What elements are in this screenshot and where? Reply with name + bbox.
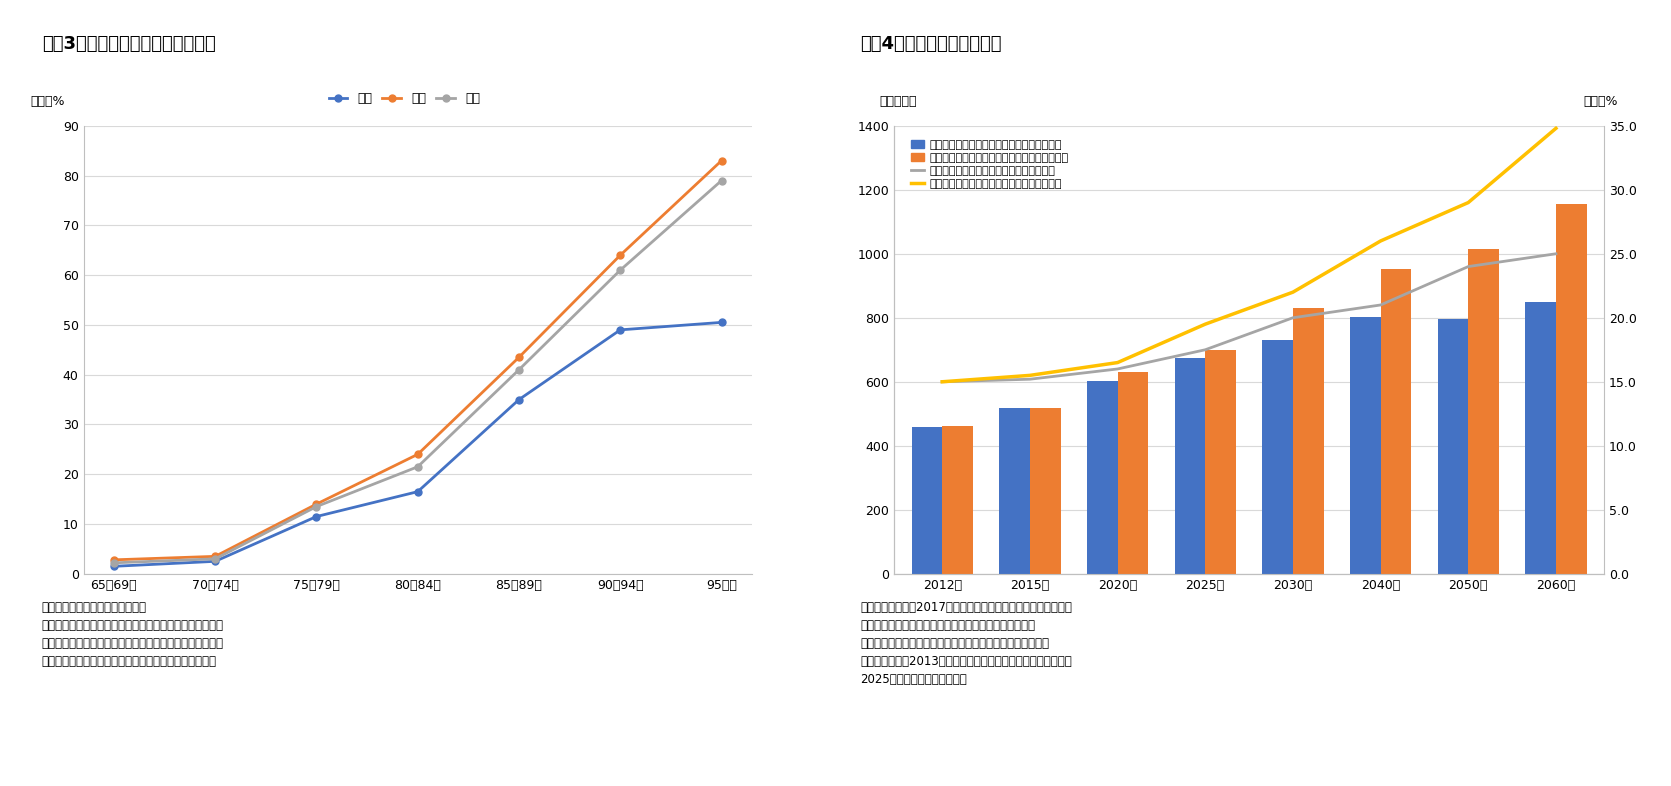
女性: [206, 552, 226, 561]
全体: [104, 558, 124, 567]
Bar: [1029, 409, 1061, 574]
Bar: [1350, 317, 1380, 574]
Bar: [1437, 319, 1469, 574]
全体: [510, 365, 530, 374]
Bar: [1086, 381, 1118, 574]
男性: [610, 325, 630, 335]
Bar: [942, 426, 973, 574]
Bar: [1380, 269, 1412, 574]
Line: 全体: 全体: [110, 177, 725, 566]
女性: [104, 555, 124, 564]
女性: [510, 352, 530, 362]
Bar: [1526, 302, 1556, 574]
男性: [408, 487, 428, 497]
男性: [206, 556, 226, 566]
Legend: 男性, 女性, 全体: 男性, 女性, 全体: [324, 87, 485, 110]
女性: [408, 450, 428, 459]
男性: [104, 561, 124, 571]
Bar: [911, 427, 942, 574]
全体: [610, 266, 630, 275]
男性: [306, 512, 326, 521]
男性: [510, 395, 530, 404]
Bar: [1205, 350, 1237, 574]
全体: [306, 501, 326, 511]
女性: [610, 251, 630, 260]
Bar: [1469, 248, 1499, 574]
女性: [712, 156, 732, 165]
全体: [408, 462, 428, 472]
Bar: [1262, 340, 1293, 574]
Bar: [999, 409, 1029, 574]
Text: 単位：%: 単位：%: [30, 95, 65, 108]
Bar: [1293, 308, 1323, 574]
女性: [306, 499, 326, 509]
Bar: [1118, 372, 1148, 574]
Text: 図表4：認知症有病者の予想: 図表4：認知症有病者の予想: [861, 35, 1003, 53]
Text: 単位：%: 単位：%: [1584, 95, 1618, 108]
Text: 出典：厚生労働省資料を基に作成
注：元の資料は厚生労働科学研究費補助金認知症対策総合
研究事業（代表者：朝田隆）「都市部における認知症有病
率と認知症の生活機能: 出典：厚生労働省資料を基に作成 注：元の資料は厚生労働科学研究費補助金認知症対策…: [42, 601, 224, 668]
Line: 女性: 女性: [110, 157, 725, 564]
Line: 男性: 男性: [110, 319, 725, 570]
Text: 図表3：年齢階級別の認知症有病率: 図表3：年齢階級別の認知症有病率: [42, 35, 216, 53]
全体: [712, 176, 732, 185]
Bar: [1556, 204, 1587, 574]
Text: 単位：万人: 単位：万人: [879, 95, 917, 108]
全体: [206, 554, 226, 564]
Bar: [1175, 358, 1205, 574]
Legend: 各年齢の認知症有病率が一定の場合（人数）, 各年齢の認知症有病率が上昇する場合（人数）, 各年齢の認知症有病率が一定の場合（率）, 各年齢の認知症有病率が上昇す: 各年齢の認知症有病率が一定の場合（人数）, 各年齢の認知症有病率が上昇する場合（…: [907, 136, 1073, 193]
Text: 出典：内閣府編（2017）『高齢者白書』、元のデータは「日本
における認知症の高齢者人口の将来推計に関する研究」
注：長期の縦断的な調査を実施している福岡県久山: 出典：内閣府編（2017）『高齢者白書』、元のデータは「日本 における認知症の高…: [861, 601, 1073, 686]
男性: [712, 318, 732, 327]
